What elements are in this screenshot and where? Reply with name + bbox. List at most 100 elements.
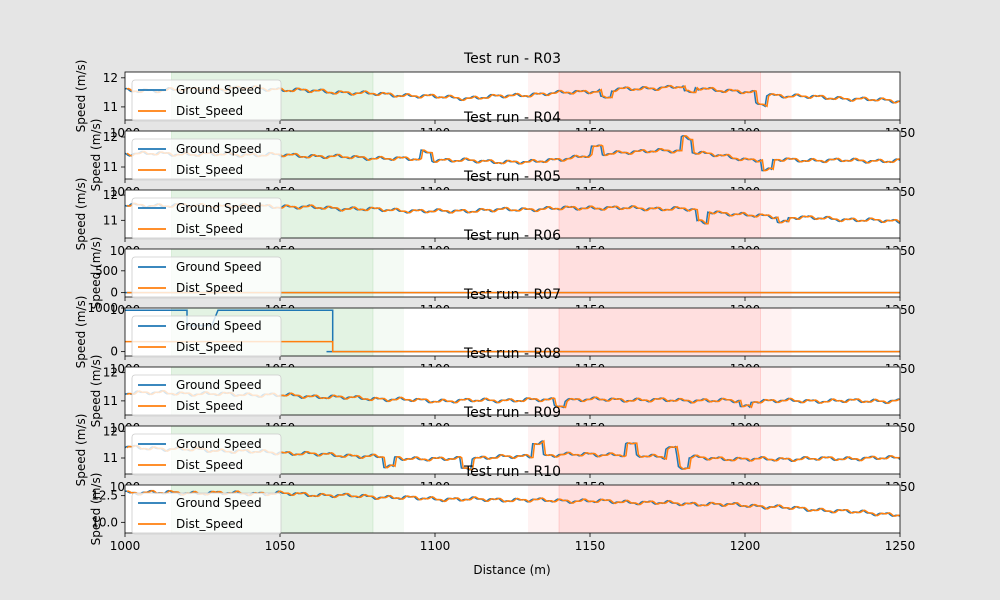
y-tick-label: 11 (103, 213, 118, 227)
zone-red-light (528, 190, 792, 238)
y-axis-label: Speed (m/s) (74, 296, 88, 369)
legend: Ground Speed Dist_Speed (131, 79, 282, 122)
zone-red-dark (559, 190, 761, 238)
x-axis-label: Distance (m) (473, 563, 550, 577)
subplot-title: Test run - R06 (463, 228, 561, 244)
legend-box (131, 315, 282, 358)
subplot-title: Test run - R03 (463, 51, 561, 67)
y-axis-label: Speed (m/s) (89, 355, 103, 428)
legend-label-dist-speed: Dist_Speed (176, 281, 243, 295)
y-tick-label: 12 (103, 424, 118, 438)
legend-box (131, 433, 282, 476)
legend-box (131, 79, 282, 122)
x-tick-label: 1100 (420, 539, 451, 553)
y-tick-label: 11 (103, 100, 118, 114)
y-tick-label: 0 (110, 345, 118, 359)
subplot-7: 1112100010501100115012001250Speed (m/s)T… (74, 405, 915, 494)
legend-label-ground-speed: Ground Speed (176, 83, 262, 97)
legend-box (131, 138, 282, 181)
legend-label-dist-speed: Dist_Speed (176, 163, 243, 177)
subplot-5: 01000100010501100115012001250Speed (m/s)… (74, 287, 915, 376)
x-tick-label: 1200 (730, 539, 761, 553)
legend-label-ground-speed: Ground Speed (176, 437, 262, 451)
legend-label-dist-speed: Dist_Speed (176, 517, 243, 531)
zone-red-dark (559, 249, 761, 297)
axes-frame (124, 425, 901, 475)
zone-red-light (528, 72, 792, 120)
y-tick-label: 11 (103, 451, 118, 465)
y-axis-label: Speed (m/s) (74, 178, 88, 251)
zone-red-light (528, 131, 792, 179)
legend-box (131, 197, 282, 240)
zone-red-light (528, 308, 792, 356)
legend: Ground Speed Dist_Speed (131, 256, 282, 299)
legend: Ground Speed Dist_Speed (131, 433, 282, 476)
subplot-2: 1112100010501100115012001250Speed (m/s)T… (89, 110, 915, 199)
legend-box (131, 492, 282, 535)
legend-label-ground-speed: Ground Speed (176, 142, 262, 156)
y-axis-label: Speed (m/s) (89, 473, 103, 546)
legend-label-dist-speed: Dist_Speed (176, 104, 243, 118)
subplot-title: Test run - R09 (463, 405, 561, 421)
legend: Ground Speed Dist_Speed (131, 492, 282, 535)
y-axis-label: Speed (m/s) (89, 119, 103, 192)
subplot-6: 1112100010501100115012001250Speed (m/s)T… (89, 346, 915, 435)
subplot-title: Test run - R10 (463, 464, 561, 480)
legend-label-ground-speed: Ground Speed (176, 496, 262, 510)
axes-frame (124, 130, 901, 180)
y-tick-label: 11 (103, 160, 118, 174)
x-tick-label: 1150 (575, 539, 606, 553)
zone-red-dark (559, 426, 761, 474)
y-tick-label: 11 (103, 394, 118, 408)
subplot-title: Test run - R04 (463, 110, 561, 126)
legend: Ground Speed Dist_Speed (131, 315, 282, 358)
zone-red-light (528, 367, 792, 415)
y-tick-label: 500 (95, 264, 118, 278)
zone-red-dark (559, 72, 761, 120)
y-tick-label: 12 (103, 71, 118, 85)
x-tick-label: 1000 (110, 539, 141, 553)
zone-red-light (528, 485, 792, 533)
subplot-title: Test run - R05 (463, 169, 561, 185)
y-axis-label: Speed (m/s) (74, 414, 88, 487)
legend-label-ground-speed: Ground Speed (176, 201, 262, 215)
legend-label-ground-speed: Ground Speed (176, 260, 262, 274)
axes-frame (124, 248, 901, 298)
zone-red-dark (559, 485, 761, 533)
y-tick-label: 12 (103, 366, 118, 380)
legend-box (131, 256, 282, 299)
zone-red-light (528, 249, 792, 297)
subplot-8: 10.0 12.5 1000 1050 1100 1150 1200 1250 Speed (m… (89, 464, 915, 553)
y-tick-label: 0 (110, 286, 118, 300)
axes-frame (124, 366, 901, 416)
x-tick-label: 1050 (265, 539, 296, 553)
legend-label-dist-speed: Dist_Speed (176, 458, 243, 472)
subplots: 1112100010501100115012001250Speed (m/s)T… (74, 51, 915, 553)
y-tick-label: 12.5 (91, 489, 118, 503)
y-axis-label: Speed (m/s) (89, 237, 103, 310)
legend-label-dist-speed: Dist_Speed (176, 222, 243, 236)
legend-label-ground-speed: Ground Speed (176, 319, 262, 333)
ground-speed-line (125, 309, 900, 353)
axes-frame (124, 484, 901, 534)
subplot-title: Test run - R08 (463, 346, 561, 362)
y-tick-label: 12 (103, 130, 118, 144)
subplot-3: 1112100010501100115012001250Speed (m/s)T… (74, 169, 915, 258)
subplot-1: 1112100010501100115012001250Speed (m/s)T… (74, 51, 915, 140)
legend: Ground Speed Dist_Speed (131, 138, 282, 181)
zone-red-dark (559, 367, 761, 415)
y-axis-label: Speed (m/s) (74, 60, 88, 133)
subplot-4: 0500100010501100115012001250Speed (m/s)T… (89, 228, 915, 317)
axes-frame (124, 307, 901, 357)
zone-red-light (528, 426, 792, 474)
legend-label-dist-speed: Dist_Speed (176, 399, 243, 413)
axes-frame (124, 71, 901, 121)
axes-frame (124, 189, 901, 239)
legend-box (131, 374, 282, 417)
legend-label-ground-speed: Ground Speed (176, 378, 262, 392)
subplot-title: Test run - R07 (463, 287, 561, 303)
y-tick-label: 12 (103, 188, 118, 202)
y-tick-label: 10.0 (91, 515, 118, 529)
x-tick-label: 1250 (885, 539, 916, 553)
